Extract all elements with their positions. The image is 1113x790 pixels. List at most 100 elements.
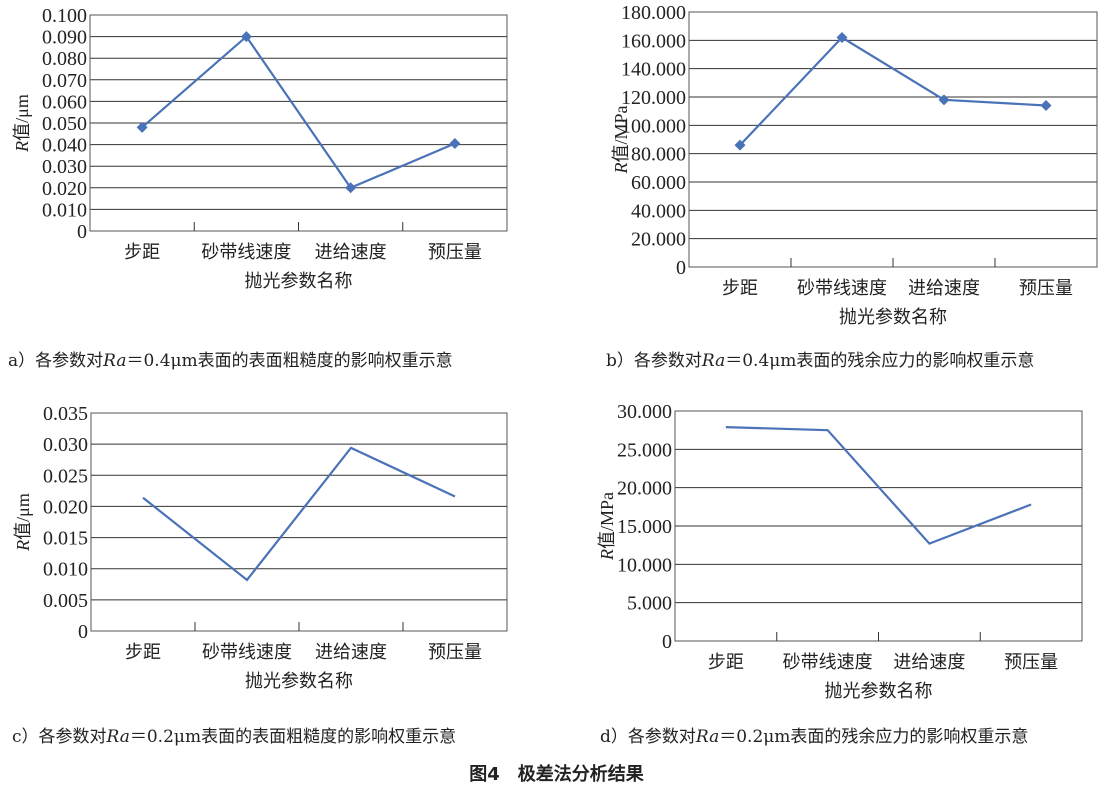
caption-d-italic: Ra xyxy=(695,727,720,747)
caption-c-prefix: c）各参数对 xyxy=(12,727,107,747)
caption-c-rest: ＝0.2μm表面的表面粗糙度的影响权重示意 xyxy=(129,727,457,747)
chart-b-yaxis-title-rest: 值/MPa xyxy=(611,105,631,162)
chart-a-xtick-label: 预压量 xyxy=(428,242,482,263)
caption-b: b）各参数对Ra＝0.4μm表面的残余应力的影响权重示意 xyxy=(606,346,1034,371)
caption-c: c）各参数对Ra＝0.2μm表面的表面粗糙度的影响权重示意 xyxy=(12,722,456,747)
chart-b-yaxis-title: R值/MPa xyxy=(611,105,631,174)
chart-d-ytick-label: 5.000 xyxy=(627,593,672,615)
chart-d-ytick-label: 10.000 xyxy=(617,554,672,576)
chart-c-plot-frame xyxy=(90,412,508,632)
chart-b-xtick-label: 进给速度 xyxy=(908,278,980,299)
chart-a-ytick-label: 0.090 xyxy=(42,27,87,49)
chart-c-xtick-label: 步距 xyxy=(125,642,161,663)
chart-d-series-line xyxy=(725,426,1032,545)
chart-a-ytick-label: 0.070 xyxy=(42,70,87,92)
chart-d-xtick-label: 预压量 xyxy=(1004,652,1058,673)
caption-d: d）各参数对Ra＝0.2μm表面的残余应力的影响权重示意 xyxy=(600,722,1028,747)
chart-b-ytick-label: 60.000 xyxy=(631,172,686,194)
caption-d-rest: ＝0.2μm表面的残余应力的影响权重示意 xyxy=(719,727,1029,747)
chart-c-xaxis-title: 抛光参数名称 xyxy=(245,671,353,692)
chart-a-series-line xyxy=(141,34,456,190)
chart-d-xtick-label: 砂带线速度 xyxy=(783,652,873,673)
chart-b-ytick-label: 0 xyxy=(676,257,686,279)
chart-a-ytick-label: 0.080 xyxy=(42,48,87,70)
chart-a-yaxis-title-italic: R xyxy=(12,141,32,153)
caption-b-italic: Ra xyxy=(701,351,726,371)
chart-d-ytick-label: 25.000 xyxy=(617,439,672,461)
chart-c-xtick-label: 进给速度 xyxy=(315,642,387,663)
chart-a-yaxis-title: R值/μm xyxy=(12,94,32,153)
chart-c-ytick-label: 0.025 xyxy=(43,465,88,487)
caption-b-prefix: b）各参数对 xyxy=(606,351,702,371)
chart-a-data-point xyxy=(136,121,148,133)
chart-d-yaxis-title-italic: R xyxy=(597,549,617,561)
chart-d-xtick-label: 步距 xyxy=(708,652,744,673)
caption-b-rest: ＝0.4μm表面的残余应力的影响权重示意 xyxy=(725,351,1035,371)
chart-c-ytick-label: 0.015 xyxy=(43,528,88,550)
chart-a-xtick-label: 进给速度 xyxy=(315,242,387,263)
chart-a-ytick-label: 0.030 xyxy=(42,156,87,178)
chart-a-ytick-label: 0.050 xyxy=(42,113,87,135)
chart-a-xtick-label: 砂带线速度 xyxy=(201,242,291,263)
chart-a-ytick-label: 0.020 xyxy=(42,178,87,200)
figure-title: 图4 极差法分析结果 xyxy=(469,764,644,785)
chart-c-ytick-label: 0.020 xyxy=(43,496,88,518)
chart-c-yaxis-title: R值/μm xyxy=(13,493,33,552)
chart-c-ytick-label: 0 xyxy=(78,621,88,643)
chart-b-ytick-label: 120.000 xyxy=(621,87,686,109)
chart-a-data-point xyxy=(449,138,461,150)
chart-b-ytick-label: 140.000 xyxy=(621,59,686,81)
chart-b-plot-frame xyxy=(688,11,1098,268)
chart-c-yaxis-title-rest: 值/μm xyxy=(13,493,33,540)
chart-b-data-point xyxy=(836,32,848,43)
chart-c-series-line xyxy=(142,446,456,582)
chart-b-ytick-label: 180.000 xyxy=(621,2,686,24)
chart-a-yaxis-title-rest: 值/μm xyxy=(12,94,32,141)
chart-b-data-point xyxy=(734,139,746,151)
chart-b-xtick-label: 预压量 xyxy=(1019,278,1073,299)
chart-d-ytick-label: 30.000 xyxy=(617,401,672,423)
chart-c-yaxis-title-italic: R xyxy=(13,540,33,552)
chart-b-xaxis-title: 抛光参数名称 xyxy=(839,307,947,328)
chart-a-ytick-label: 0.060 xyxy=(42,91,87,113)
chart-a-ytick-label: 0.010 xyxy=(42,199,87,221)
caption-c-italic: Ra xyxy=(106,727,130,747)
caption-a-italic: Ra xyxy=(103,351,127,371)
chart-a-ytick-label: 0.040 xyxy=(42,135,87,157)
chart-a-data-point xyxy=(345,182,357,194)
chart-c-ytick-label: 0.005 xyxy=(43,590,88,612)
chart-b-data-point xyxy=(1040,100,1052,111)
chart-a-xtick-label: 步距 xyxy=(124,242,160,263)
chart-d-xaxis-title: 抛光参数名称 xyxy=(825,681,933,702)
chart-d-ytick-label: 0 xyxy=(662,631,672,653)
chart-b-ytick-label: 20.000 xyxy=(631,229,686,251)
caption-a-rest: ＝0.4μm表面的表面粗糙度的影响权重示意 xyxy=(126,351,453,371)
chart-a-ytick-label: 0 xyxy=(77,221,87,243)
chart-b-xtick-label: 步距 xyxy=(722,278,758,299)
caption-a: a）各参数对Ra＝0.4μm表面的表面粗糙度的影响权重示意 xyxy=(8,346,453,371)
chart-d-yaxis-title: R值/MPa xyxy=(597,492,617,561)
caption-d-prefix: d）各参数对 xyxy=(600,727,696,747)
chart-a-data-point xyxy=(240,31,252,43)
chart-a-xaxis-title: 抛光参数名称 xyxy=(245,271,353,292)
chart-c-xtick-label: 砂带线速度 xyxy=(202,642,292,663)
chart-b-data-point xyxy=(938,94,950,106)
chart-d-ytick-label: 20.000 xyxy=(617,478,672,500)
chart-c-xtick-label: 预压量 xyxy=(428,642,482,663)
chart-b-ytick-label: 160.000 xyxy=(621,30,686,52)
chart-b-series-line xyxy=(739,36,1047,146)
chart-b-ytick-label: 80.000 xyxy=(631,144,686,166)
chart-d-xtick-label: 进给速度 xyxy=(893,652,965,673)
caption-a-prefix: a）各参数对 xyxy=(8,351,104,371)
chart-c-ytick-label: 0.035 xyxy=(43,403,88,425)
chart-b-xtick-label: 砂带线速度 xyxy=(797,278,887,299)
chart-b-ytick-label: 100.000 xyxy=(621,115,686,137)
chart-a-ytick-label: 0.100 xyxy=(42,5,87,27)
chart-d-yaxis-title-rest: 值/MPa xyxy=(597,492,617,549)
chart-b-ytick-label: 40.000 xyxy=(631,200,686,222)
chart-c-ytick-label: 0.010 xyxy=(43,559,88,581)
chart-c-ytick-label: 0.030 xyxy=(43,434,88,456)
chart-d-ytick-label: 15.000 xyxy=(617,516,672,538)
chart-b-yaxis-title-italic: R xyxy=(611,163,631,175)
